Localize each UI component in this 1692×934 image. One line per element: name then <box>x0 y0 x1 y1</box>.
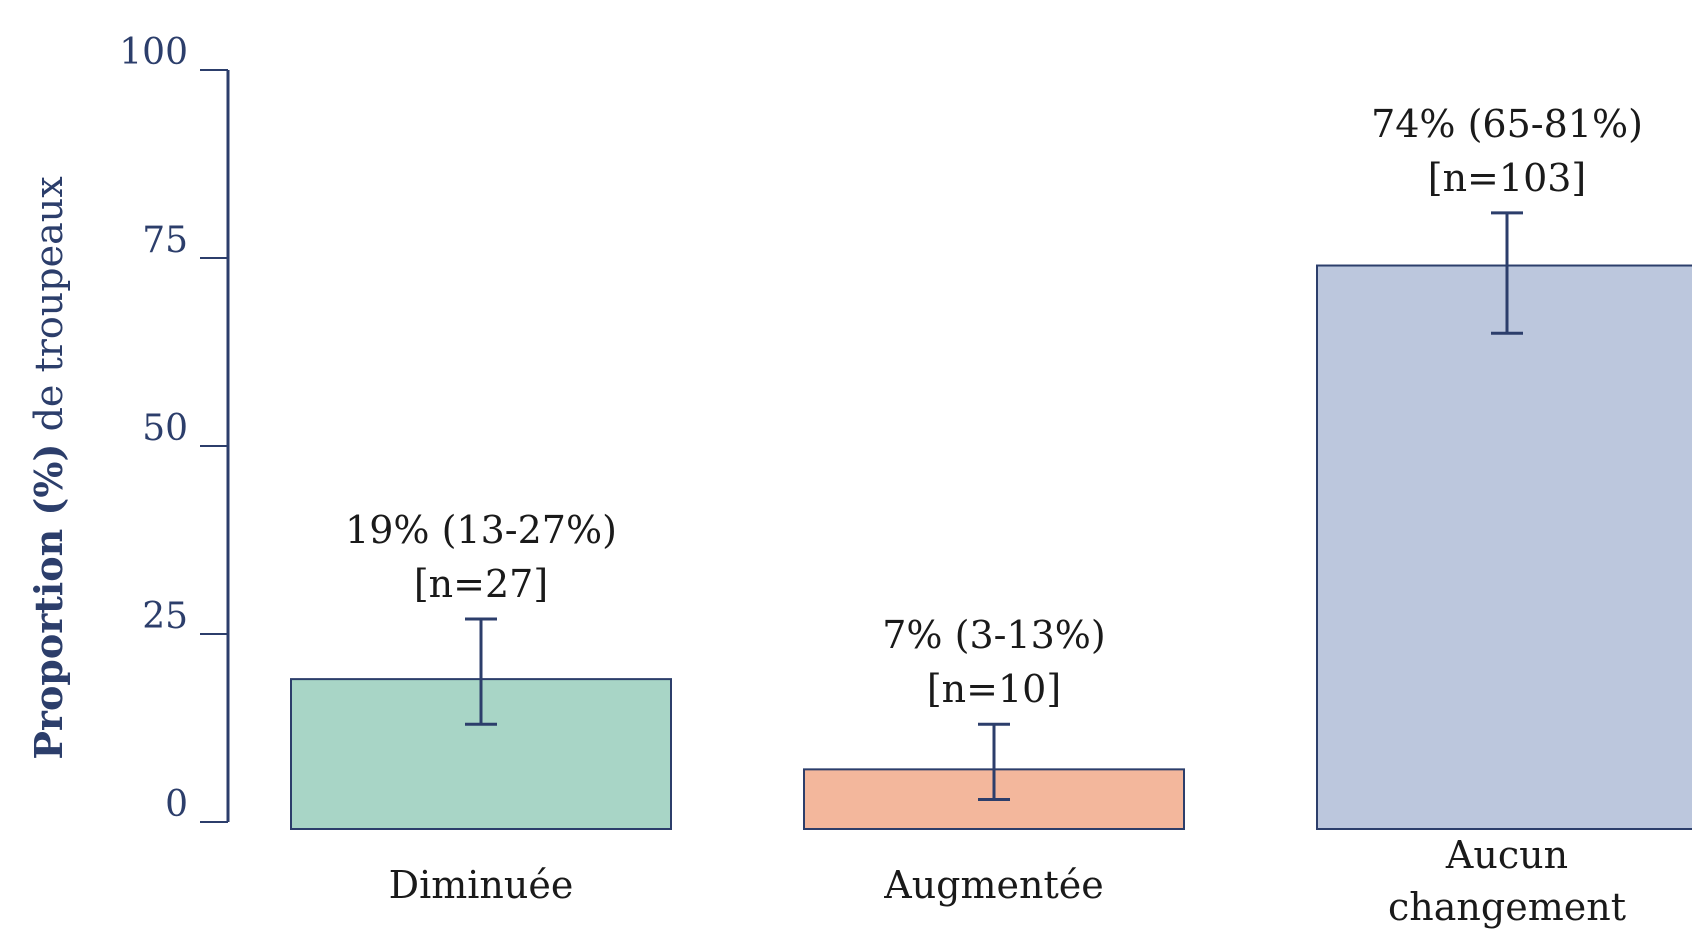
y-axis-title-bold: Proportion (%) <box>26 444 71 760</box>
bars <box>290 264 1692 830</box>
category-label: Aucun <box>1445 833 1568 877</box>
y-tick-label: 75 <box>142 220 188 261</box>
category-label: changement <box>1388 885 1626 929</box>
y-tick-label: 50 <box>142 408 188 449</box>
y-tick-label: 100 <box>119 32 188 73</box>
y-tick-label: 25 <box>142 596 188 637</box>
category-label: Diminuée <box>389 863 574 907</box>
data-label-value: 7% (3-13%) <box>882 613 1106 657</box>
data-labels: [n=27] 19% (13-27%) [n=10] 7% (3-13%) [n=103… <box>345 102 1643 711</box>
bar <box>1316 264 1692 830</box>
category-labels: Diminuée Augmentée Aucun changement <box>389 833 1626 929</box>
data-label-value: 74% (65-81%) <box>1371 102 1643 146</box>
y-axis: 0 25 50 75 100 <box>119 32 230 825</box>
data-label-count: [n=10] <box>927 667 1061 711</box>
y-tick-label: 0 <box>165 784 188 825</box>
y-axis-title-group: Proportion (%) de troupeaux <box>26 176 71 759</box>
data-label-value: 19% (13-27%) <box>345 508 617 552</box>
data-label-count: [n=103] <box>1428 156 1587 200</box>
y-axis-title: Proportion (%) de troupeaux <box>26 176 71 759</box>
error-bars <box>465 211 1523 801</box>
category-label: Augmentée <box>883 863 1103 907</box>
y-axis-title-rest: de troupeaux <box>27 176 71 443</box>
data-label-count: [n=27] <box>414 562 548 606</box>
